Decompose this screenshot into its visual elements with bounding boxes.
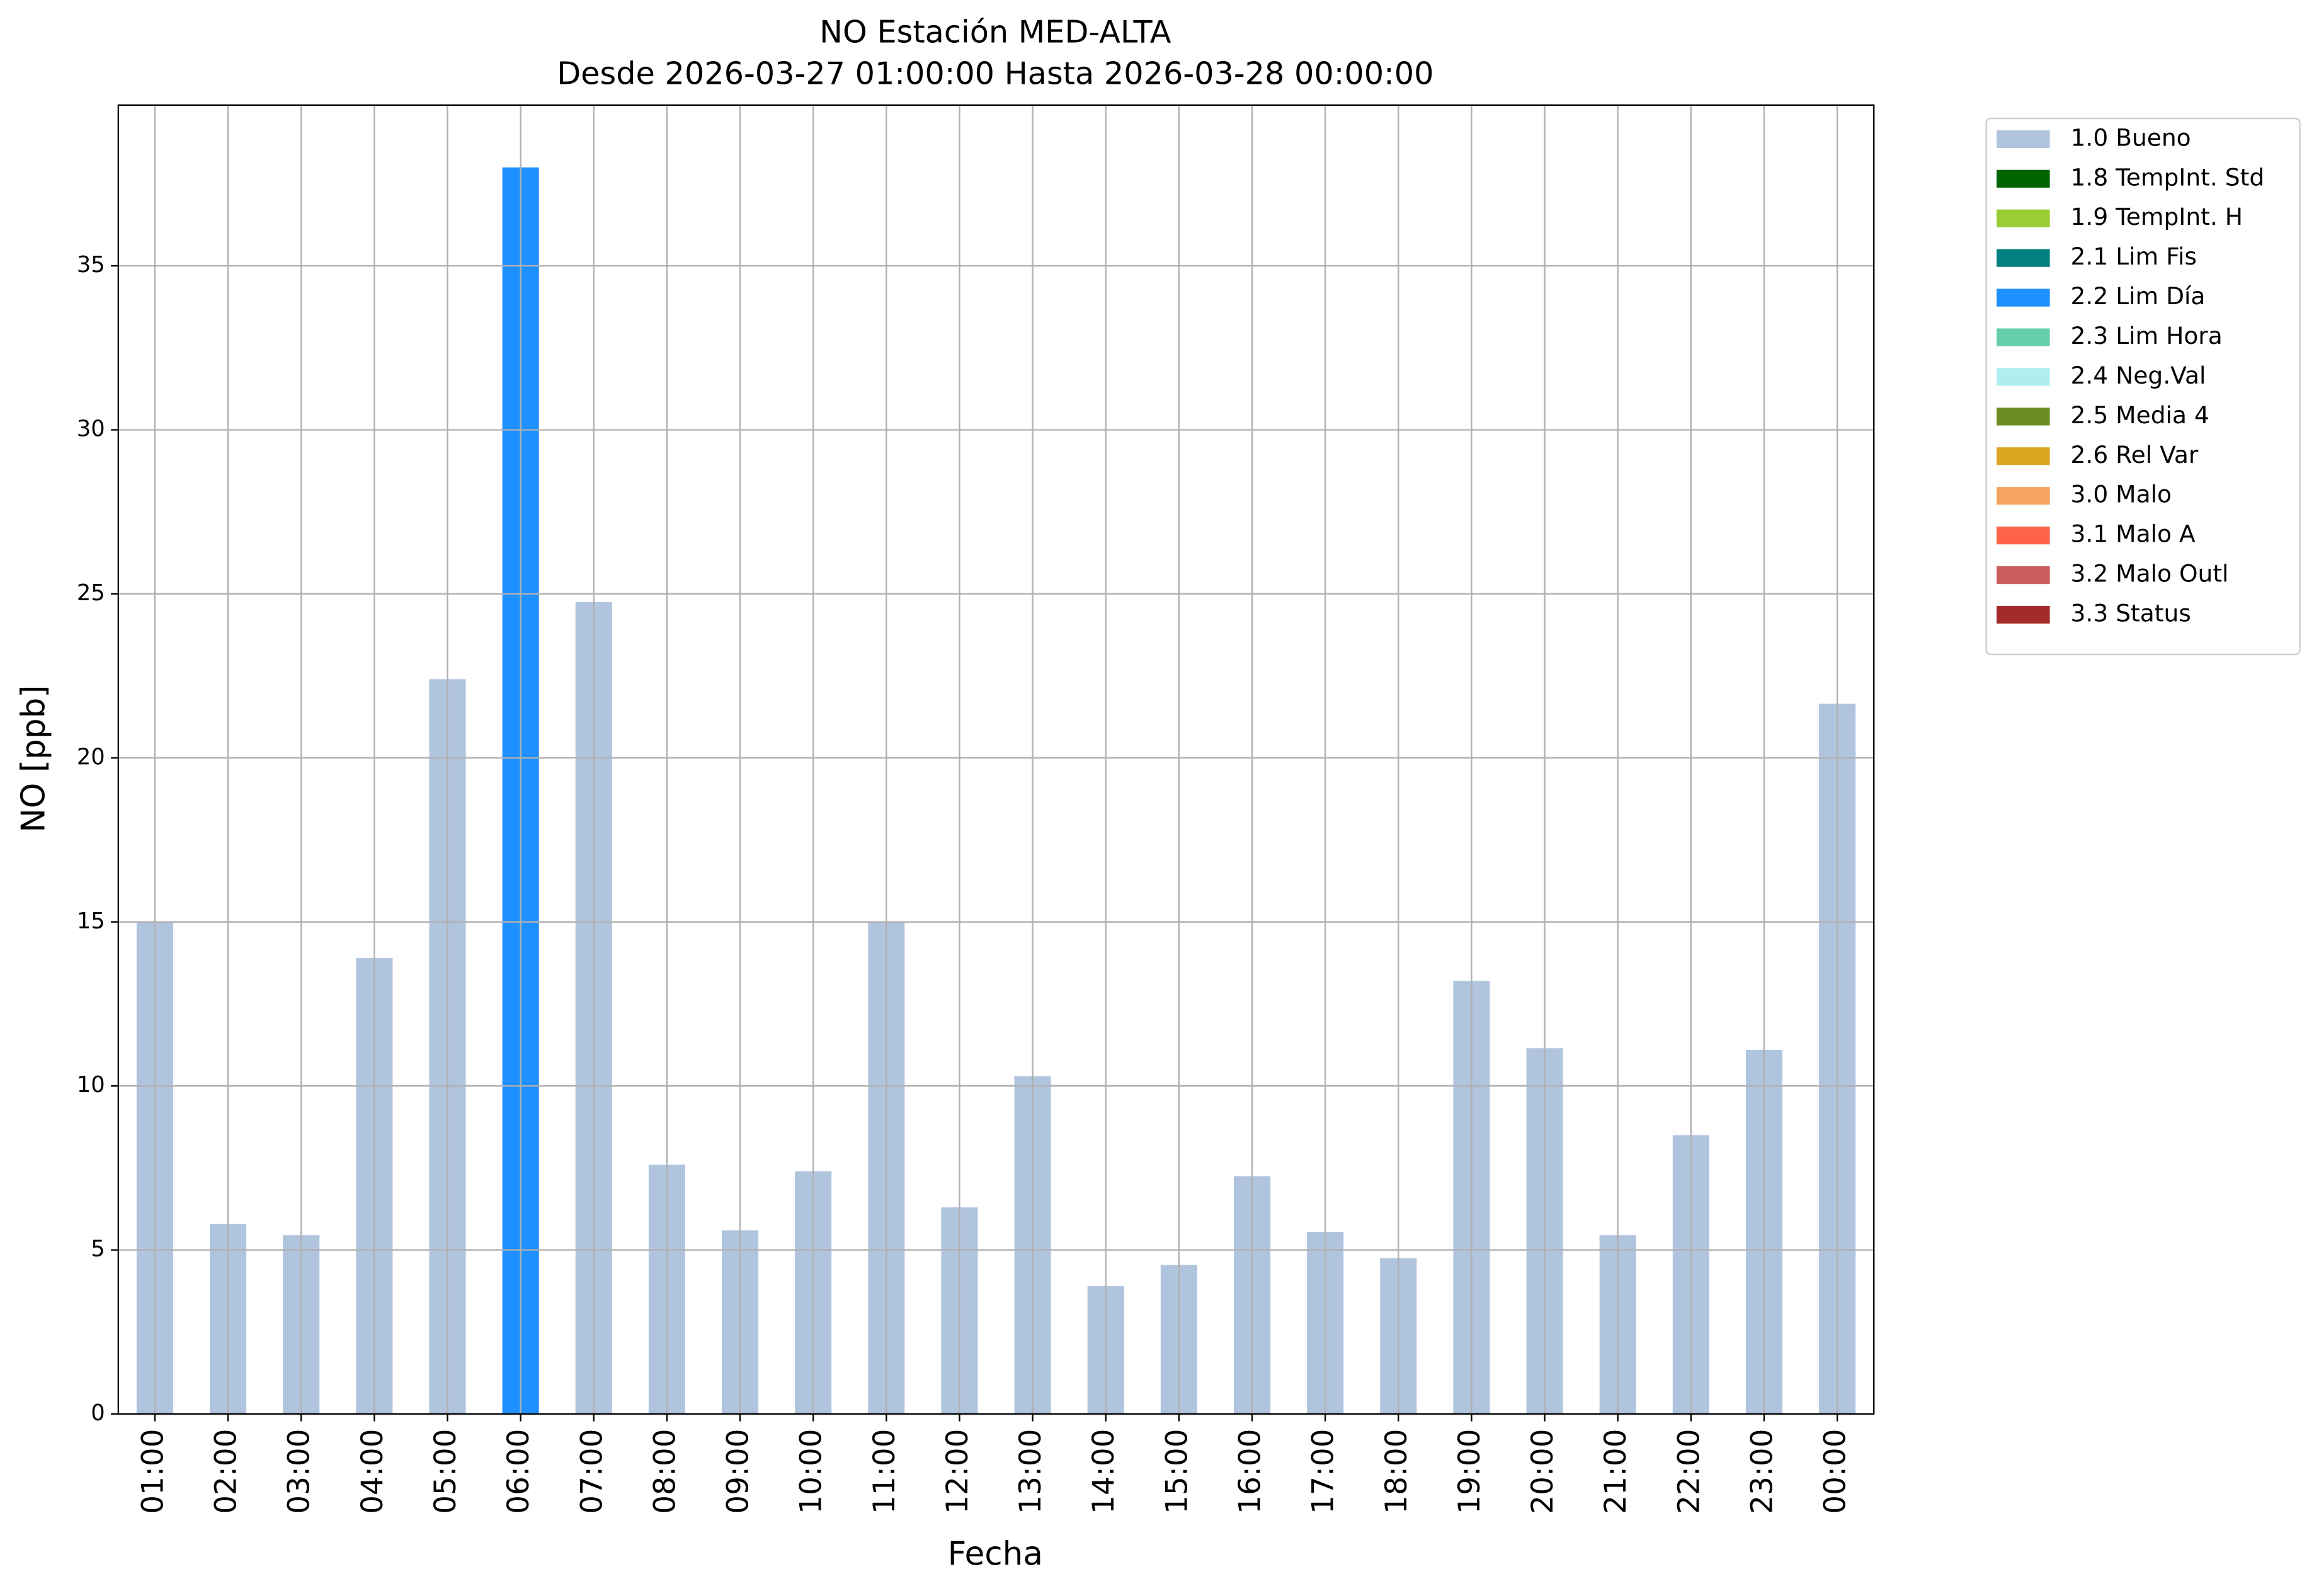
chart-title: NO Estación MED-ALTA (819, 14, 1171, 50)
y-axis-label: NO [ppb] (14, 685, 52, 833)
legend-swatch (1997, 249, 2050, 267)
x-tick-label: 07:00 (574, 1429, 609, 1514)
plot-frame (117, 104, 1875, 1415)
x-tick-label: 15:00 (1160, 1429, 1194, 1514)
x-tick-label: 21:00 (1598, 1429, 1633, 1514)
x-tick-label: 19:00 (1452, 1429, 1487, 1514)
legend-swatch (1997, 447, 2050, 465)
y-tick-label: 25 (77, 580, 105, 606)
x-tick-label: 17:00 (1306, 1429, 1341, 1514)
legend-swatch (1997, 169, 2050, 188)
legend-label: 3.0 Malo (2071, 481, 2172, 508)
legend-swatch (1997, 527, 2050, 545)
legend-label: 2.4 Neg.Val (2071, 362, 2206, 389)
legend-label: 2.5 Media 4 (2071, 401, 2209, 429)
x-tick-label: 01:00 (135, 1429, 170, 1514)
legend-swatch (1997, 605, 2050, 624)
x-tick-label: 16:00 (1233, 1429, 1268, 1514)
x-tick-label: 09:00 (721, 1429, 756, 1514)
x-tick-label: 03:00 (282, 1429, 317, 1514)
x-tick-label: 06:00 (501, 1429, 536, 1514)
x-tick-label: 02:00 (209, 1429, 244, 1514)
legend-label: 3.3 Status (2071, 600, 2191, 627)
y-tick-label: 20 (77, 744, 105, 770)
legend-swatch (1997, 288, 2050, 307)
legend-label: 1.0 Bueno (2071, 123, 2191, 151)
x-tick-label: 13:00 (1013, 1429, 1048, 1514)
x-tick-label: 14:00 (1086, 1429, 1121, 1514)
x-tick-label: 10:00 (794, 1429, 829, 1514)
x-tick-label: 20:00 (1525, 1429, 1560, 1514)
legend-label: 3.2 Malo Outl (2071, 560, 2229, 588)
x-tick-label: 05:00 (428, 1429, 463, 1514)
legend-box (1985, 117, 2301, 656)
legend-label: 3.1 Malo A (2071, 520, 2196, 548)
x-tick-label: 00:00 (1818, 1429, 1853, 1514)
y-tick-label: 35 (77, 252, 105, 278)
x-tick-label: 18:00 (1379, 1429, 1414, 1514)
x-axis-label: Fecha (948, 1535, 1043, 1573)
y-tick-label: 10 (77, 1072, 105, 1098)
legend-swatch (1997, 368, 2050, 386)
legend-label: 2.1 Lim Fis (2071, 242, 2197, 270)
legend-swatch (1997, 130, 2050, 148)
legend-swatch (1997, 209, 2050, 227)
legend-swatch (1997, 328, 2050, 346)
x-tick-label: 12:00 (940, 1429, 975, 1514)
legend-swatch (1997, 408, 2050, 426)
legend-swatch (1997, 487, 2050, 505)
x-tick-label: 23:00 (1745, 1429, 1779, 1514)
y-tick-label: 0 (91, 1400, 105, 1426)
legend-label: 2.6 Rel Var (2071, 441, 2199, 469)
legend-label: 1.9 TempInt. H (2071, 203, 2243, 231)
legend-swatch (1997, 566, 2050, 584)
legend-label: 2.3 Lim Hora (2071, 322, 2223, 350)
x-tick-label: 08:00 (647, 1429, 682, 1514)
y-tick-label: 15 (77, 908, 105, 934)
y-tick-label: 5 (91, 1236, 105, 1262)
x-tick-label: 11:00 (867, 1429, 902, 1514)
x-tick-label: 22:00 (1672, 1429, 1706, 1514)
legend-label: 1.8 TempInt. Std (2071, 163, 2265, 191)
y-tick-label: 30 (77, 416, 105, 442)
chart-subtitle: Desde 2026-03-27 01:00:00 Hasta 2026-03-… (557, 55, 1433, 91)
legend-label: 2.2 Lim Día (2071, 282, 2206, 310)
x-tick-label: 04:00 (355, 1429, 390, 1514)
